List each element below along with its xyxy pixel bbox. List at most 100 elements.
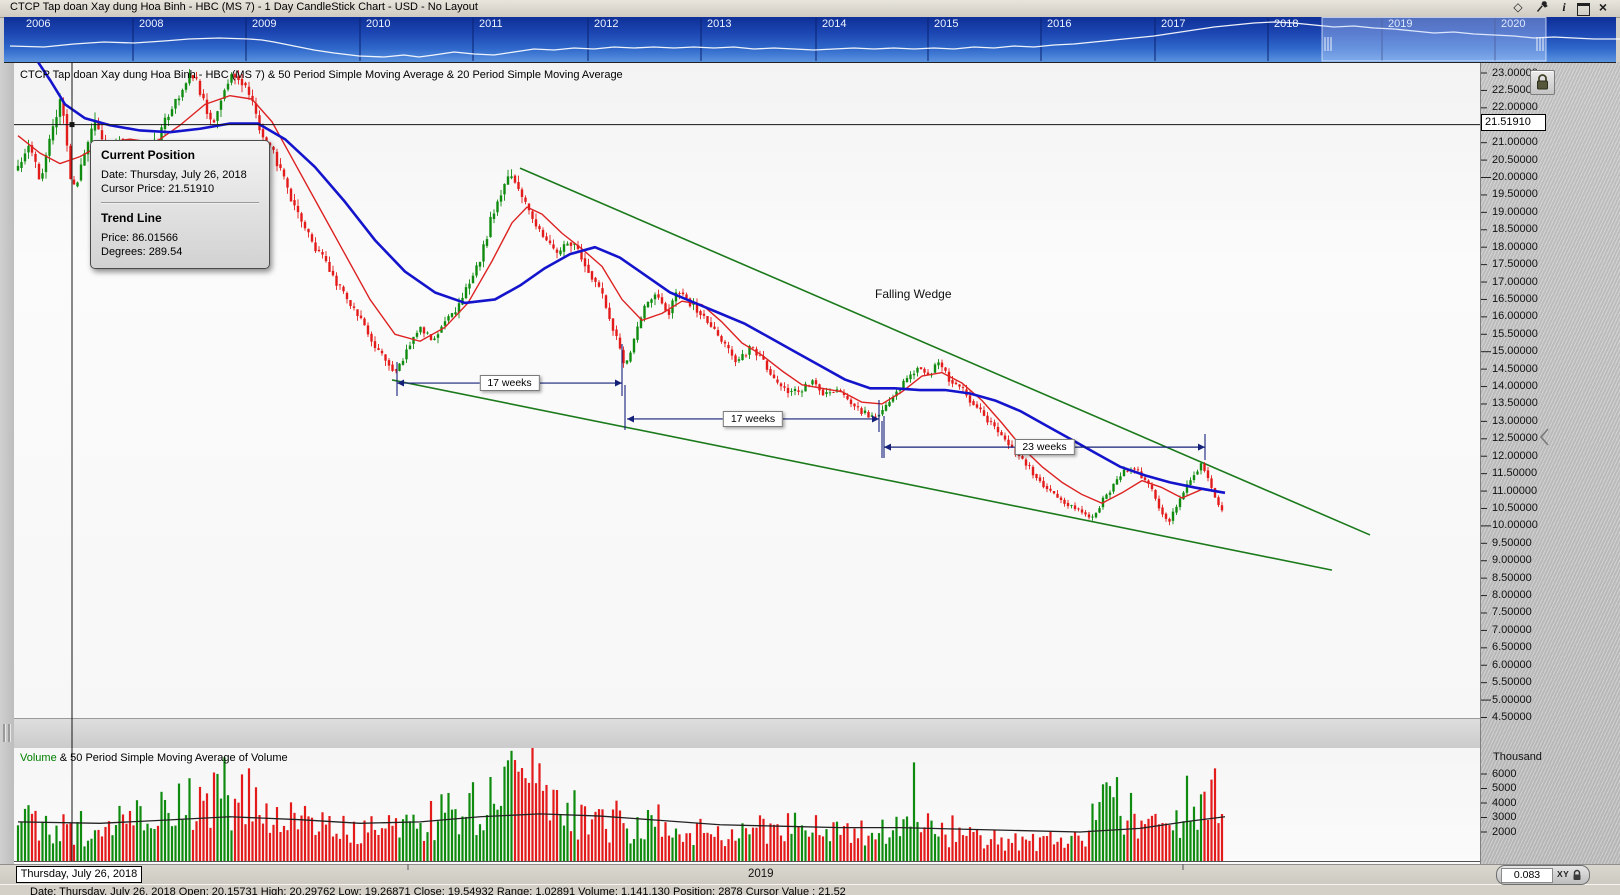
price-axis-label: 7.00000 <box>1492 623 1532 636</box>
price-axis-label: 10.00000 <box>1492 519 1538 532</box>
xy-scale-value[interactable]: 0.083 <box>1501 868 1553 883</box>
price-axis-label: 13.00000 <box>1492 414 1538 427</box>
status-bar: Date: Thursday, July 26, 2018 Open: 20.1… <box>0 884 1620 895</box>
navigator-year-label: 2016 <box>1047 18 1072 30</box>
price-axis-label: 11.50000 <box>1492 467 1538 480</box>
xy-scale-control[interactable]: 0.083 XY <box>1496 865 1590 885</box>
price-axis-label: 16.00000 <box>1492 310 1538 323</box>
chart-title: CTCP Tap doan Xay dung Hoa Binh - HBC (M… <box>20 69 623 81</box>
price-axis-label: 17.50000 <box>1492 258 1538 271</box>
navigator-year-label: 2018 <box>1274 18 1299 30</box>
tooltip-divider <box>101 202 259 204</box>
sma20-line <box>17 94 1223 504</box>
cursor-date-readout: Thursday, July 26, 2018 <box>16 866 142 883</box>
xy-lock-icon <box>1573 869 1581 880</box>
price-axis-label: 18.50000 <box>1492 223 1538 236</box>
navigator-year-label: 2008 <box>139 18 164 30</box>
navigator-year-label: 2013 <box>707 18 732 30</box>
price-axis-label: 15.50000 <box>1492 327 1538 340</box>
price-axis-label: 17.00000 <box>1492 275 1538 288</box>
cursor-tooltip: Current Position Date: Thursday, July 26… <box>90 140 270 269</box>
tooltip-trendline-degrees: Degrees: 289.54 <box>101 246 183 258</box>
price-axis-label: 5.50000 <box>1492 676 1532 689</box>
volume-ma-label: & 50 Period Simple Moving Average of Vol… <box>56 752 288 764</box>
price-axis-label: 8.50000 <box>1492 571 1532 584</box>
price-axis-label: 12.00000 <box>1492 449 1538 462</box>
splitter-grip-icon[interactable] <box>8 724 11 742</box>
navigator-year-label: 2009 <box>252 18 277 30</box>
navigator-graphics <box>9 17 1620 62</box>
lock-icon <box>1537 74 1548 90</box>
price-axis-label: 5.00000 <box>1492 693 1532 706</box>
date-axis-year-label: 2019 <box>748 868 774 880</box>
price-axis-label: 20.50000 <box>1492 153 1538 166</box>
status-bar-text: Date: Thursday, July 26, 2018 Open: 20.1… <box>30 886 846 895</box>
price-axis-label: 13.50000 <box>1492 397 1538 410</box>
trendline-wedge-upper[interactable] <box>519 167 1371 536</box>
price-axis-label: 6.50000 <box>1492 641 1532 654</box>
wedge-annotation[interactable]: Falling Wedge <box>875 286 952 301</box>
volume-pane-title: Volume & 50 Period Simple Moving Average… <box>20 752 288 764</box>
navigator-year-label: 2012 <box>594 18 619 30</box>
price-axis-label: 19.00000 <box>1492 205 1538 218</box>
price-axis-label: 7.50000 <box>1492 606 1532 619</box>
price-axis-label: 20.00000 <box>1492 171 1538 183</box>
diamond-icon[interactable]: ◇ <box>1513 0 1523 14</box>
price-axis-label: 19.50000 <box>1492 188 1538 201</box>
price-axis-label: 8.00000 <box>1492 589 1532 602</box>
tooltip-trendline-price: Price: 86.01566 <box>101 232 179 244</box>
window-title: CTCP Tap doan Xay dung Hoa Binh - HBC (M… <box>10 1 478 13</box>
navigator-selection[interactable] <box>1321 17 1547 62</box>
price-axis-label: 18.00000 <box>1492 240 1538 253</box>
price-axis-label: 16.50000 <box>1492 292 1538 305</box>
measurement-label[interactable]: 17 weeks <box>722 410 784 427</box>
price-axis-label: 9.00000 <box>1492 554 1532 567</box>
scale-lock-button[interactable] <box>1530 70 1555 95</box>
measurement-label[interactable]: 17 weeks <box>479 375 540 392</box>
navigator-year-label: 2006 <box>26 18 51 30</box>
price-axis-label: 6.00000 <box>1492 658 1532 671</box>
price-axis-label: 15.00000 <box>1492 345 1538 358</box>
price-axis-label: 21.00000 <box>1492 136 1538 149</box>
maximize-icon[interactable] <box>1573 0 1593 16</box>
price-axis-label: 10.50000 <box>1492 501 1538 514</box>
collapse-chevron-icon[interactable] <box>1539 428 1549 446</box>
price-axis-label: 23.00000 <box>1492 66 1538 79</box>
navigator-year-label: 2010 <box>366 18 391 30</box>
price-axis-label: 11.00000 <box>1492 484 1538 497</box>
trendline-wedge-lower[interactable] <box>391 379 1333 571</box>
tooltip-cursor-price: Cursor Price: 21.51910 <box>101 183 215 195</box>
pin-icon[interactable] <box>1532 0 1552 16</box>
measurement-group <box>396 344 1206 460</box>
price-axis-label: 14.00000 <box>1492 380 1538 393</box>
volume-axis-label: 2000 <box>1492 825 1517 838</box>
volume-axis-unit: Thousand <box>1493 751 1542 763</box>
close-icon[interactable]: × <box>1598 0 1608 15</box>
date-axis-strip[interactable] <box>0 864 1620 885</box>
price-axis-label: 22.50000 <box>1492 83 1538 96</box>
navigator-year-label: 2014 <box>822 18 847 30</box>
price-axis-label: 4.50000 <box>1492 710 1532 723</box>
price-axis-label: 9.50000 <box>1492 536 1532 549</box>
price-axis-panel[interactable] <box>1480 62 1620 864</box>
volume-sma-line <box>17 813 1226 833</box>
tooltip-section-trend-line: Trend Line <box>101 211 162 225</box>
info-icon[interactable]: i <box>1562 0 1566 14</box>
price-axis-label: 12.50000 <box>1492 432 1538 445</box>
volume-series <box>16 748 1226 861</box>
price-axis-label: 22.00000 <box>1492 101 1538 114</box>
navigator-year-label: 2017 <box>1161 18 1186 30</box>
volume-label: Volume <box>20 752 57 764</box>
splitter-grip-icon[interactable] <box>3 724 6 742</box>
volume-axis-label: 4000 <box>1492 796 1517 809</box>
navigator-year-label: 2020 <box>1501 18 1525 30</box>
xy-scale-label: XY <box>1557 869 1570 879</box>
timeline-navigator[interactable] <box>4 17 1616 63</box>
volume-axis-label: 3000 <box>1492 811 1517 823</box>
navigator-year-label: 2011 <box>479 18 503 30</box>
volume-axis-label: 5000 <box>1492 782 1517 794</box>
navigator-year-label: 2015 <box>934 18 959 30</box>
measurement-label[interactable]: 23 weeks <box>1014 439 1075 456</box>
